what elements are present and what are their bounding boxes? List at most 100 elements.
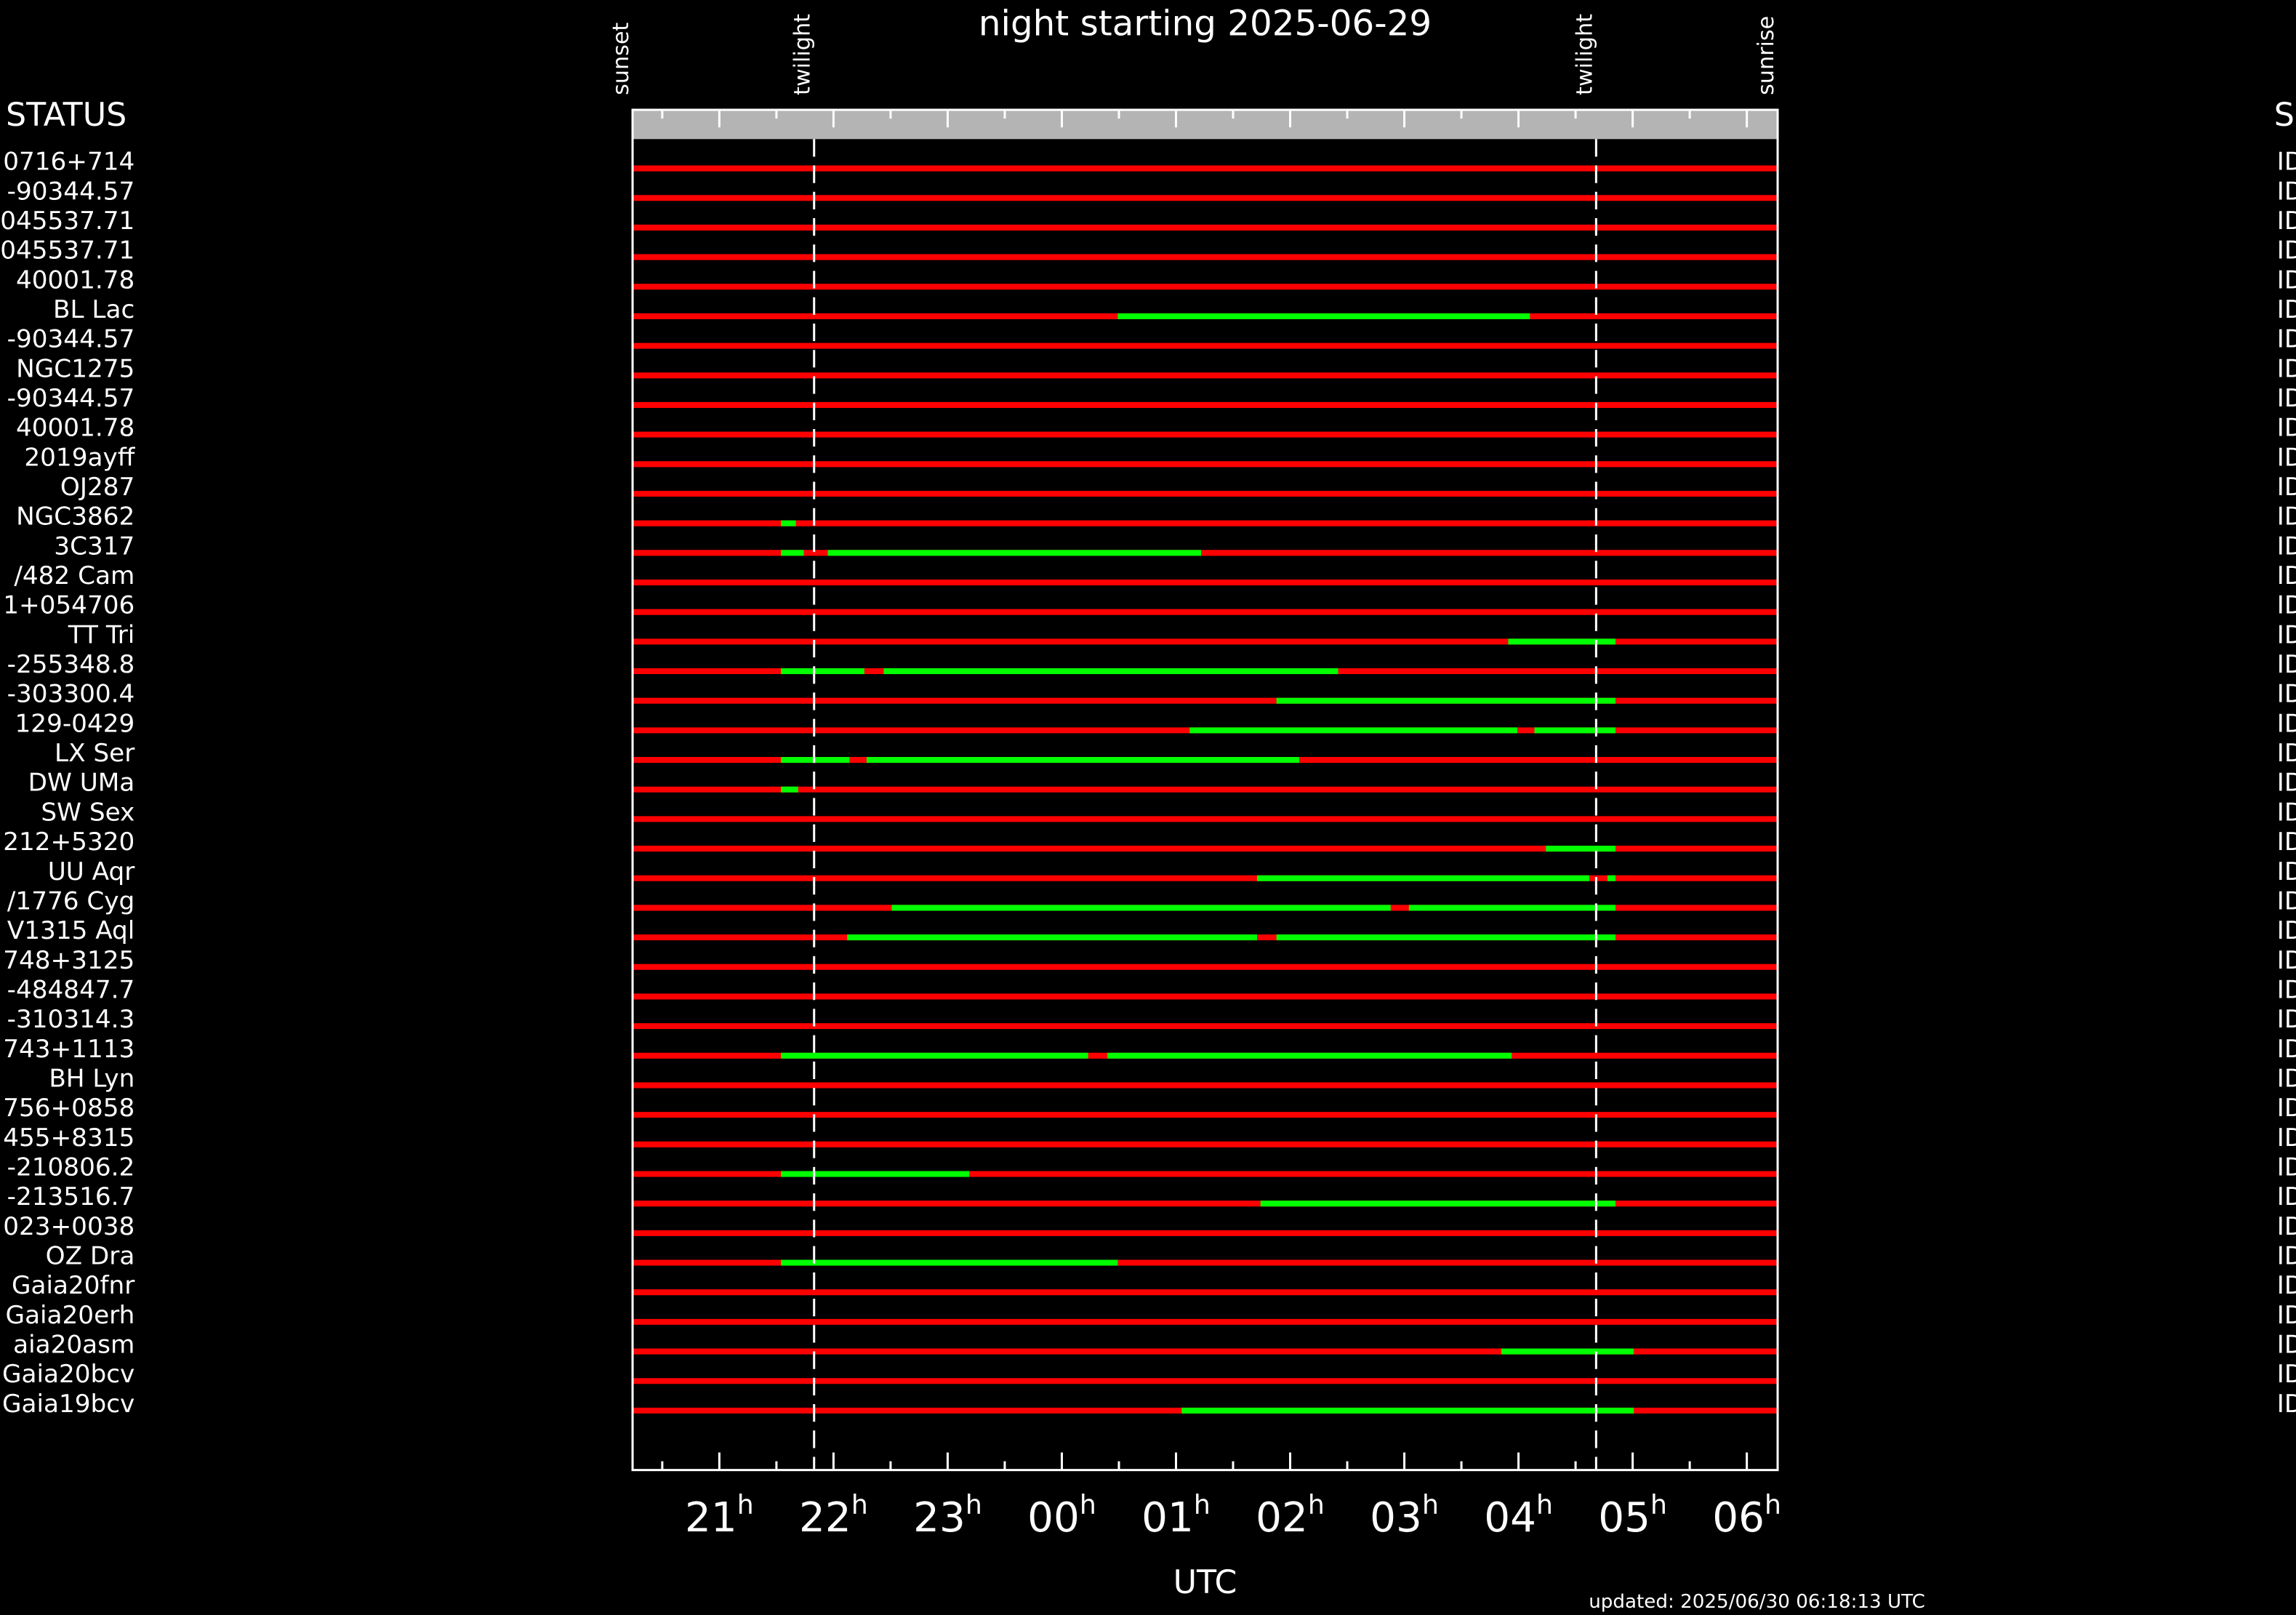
target-name: SW Sex <box>41 798 135 827</box>
target-name: Gaia20erh <box>6 1301 135 1330</box>
x-tick-label: 05h <box>1598 1489 1667 1542</box>
target-status: ID <box>2277 207 2296 236</box>
target-name: aia20asm <box>13 1331 135 1360</box>
observable-segment <box>1508 638 1616 645</box>
target-status: ID <box>2277 148 2296 177</box>
target-name: 1+054706 <box>3 591 135 620</box>
observable-segment <box>883 668 1338 675</box>
x-tick-hour: 05 <box>1598 1494 1650 1542</box>
x-tick-suffix: h <box>737 1489 754 1520</box>
target-status: ID <box>2277 620 2296 649</box>
x-tick-label: 22h <box>799 1489 868 1542</box>
target-status: ID <box>2277 739 2296 768</box>
target-status: ID <box>2277 857 2296 886</box>
target-name: -255348.8 <box>7 650 135 679</box>
observable-segment <box>781 757 850 764</box>
observable-segment <box>781 550 804 556</box>
x-tick-label: 04h <box>1484 1489 1553 1542</box>
target-status: ID <box>2277 236 2296 265</box>
target-status: ID <box>2277 1005 2296 1034</box>
target-status: ID <box>2277 591 2296 620</box>
x-tick-hour: 21 <box>685 1494 737 1542</box>
footer: updated: 2025/06/30 06:18:13 UTC <box>1589 1591 1925 1613</box>
right-header: S <box>2274 97 2295 134</box>
target-status: ID <box>2277 827 2296 857</box>
x-tick-hour: 22 <box>799 1494 851 1542</box>
x-tick-label: 02h <box>1256 1489 1325 1542</box>
target-name: UU Aqr <box>48 857 136 886</box>
left-header: STATUS <box>6 97 127 134</box>
observable-segment <box>1107 1052 1512 1059</box>
observable-segment <box>1181 1407 1634 1414</box>
target-status: ID <box>2277 1271 2296 1300</box>
target-name: -90344.57 <box>7 325 135 354</box>
x-tick-label: 01h <box>1141 1489 1211 1542</box>
observable-segment <box>781 1171 970 1177</box>
x-tick-label: 21h <box>685 1489 754 1542</box>
target-name: Gaia20fnr <box>12 1271 135 1300</box>
target-status: ID <box>2277 473 2296 502</box>
observable-segment <box>1546 846 1616 852</box>
target-status: ID <box>2277 709 2296 738</box>
event-label: sunset <box>609 23 634 95</box>
target-name: -310314.3 <box>7 1005 135 1034</box>
observable-segment <box>1276 697 1616 704</box>
observable-segment <box>847 934 1257 941</box>
x-tick-suffix: h <box>1194 1489 1211 1520</box>
x-tick-suffix: h <box>1765 1489 1781 1520</box>
target-name: 0716+714 <box>3 148 135 177</box>
target-name: -210806.2 <box>7 1153 135 1182</box>
target-name: 129-0429 <box>15 709 135 738</box>
target-name: 212+5320 <box>3 827 135 857</box>
target-status: ID <box>2277 975 2296 1004</box>
x-tick-hour: 03 <box>1370 1494 1422 1542</box>
observable-segment <box>1607 875 1616 881</box>
target-status: ID <box>2277 384 2296 413</box>
target-status: ID <box>2277 1182 2296 1211</box>
x-tick-label: 06h <box>1712 1489 1781 1542</box>
target-status: ID <box>2277 561 2296 590</box>
target-name: 743+1113 <box>3 1035 135 1064</box>
observable-segment <box>781 1052 1088 1059</box>
target-status: ID <box>2277 177 2296 206</box>
x-tick-hour: 23 <box>913 1494 966 1542</box>
observable-segment <box>866 757 1300 764</box>
x-tick-hour: 02 <box>1256 1494 1308 1542</box>
target-status: ID <box>2277 1390 2296 1419</box>
x-tick-suffix: h <box>851 1489 868 1520</box>
target-name: -90344.57 <box>7 384 135 413</box>
target-name: Gaia19bcv <box>2 1390 135 1419</box>
observable-segment <box>1501 1348 1634 1355</box>
target-name: LX Ser <box>55 739 135 768</box>
observable-segment <box>781 520 796 526</box>
event-label: sunrise <box>1754 16 1779 95</box>
observable-segment <box>781 786 798 793</box>
x-tick-suffix: h <box>966 1489 982 1520</box>
target-status: ID <box>2277 414 2296 443</box>
plot-frame <box>631 108 1779 1472</box>
target-name: V1315 Aql <box>7 916 135 945</box>
observable-segment <box>1189 727 1518 734</box>
observable-segment <box>1260 1201 1616 1207</box>
observable-segment <box>781 1259 1118 1266</box>
x-tick-suffix: h <box>1080 1489 1096 1520</box>
target-name: -303300.4 <box>7 680 135 709</box>
x-tick-suffix: h <box>1536 1489 1553 1520</box>
target-name: DW UMa <box>28 769 135 798</box>
target-status: ID <box>2277 1242 2296 1271</box>
x-tick-hour: 04 <box>1484 1494 1536 1542</box>
target-name: 748+3125 <box>3 946 135 975</box>
target-status: ID <box>2277 1301 2296 1330</box>
time-band <box>633 110 1778 140</box>
target-name: OZ Dra <box>46 1242 135 1271</box>
target-name: 40001.78 <box>16 265 135 294</box>
observable-segment <box>1276 934 1616 941</box>
event-label: twilight <box>790 14 816 95</box>
chart-title: night starting 2025-06-29 <box>979 3 1432 44</box>
target-status: ID <box>2277 680 2296 709</box>
target-status: ID <box>2277 1035 2296 1064</box>
target-status: ID <box>2277 443 2296 472</box>
observable-segment <box>1408 905 1616 911</box>
